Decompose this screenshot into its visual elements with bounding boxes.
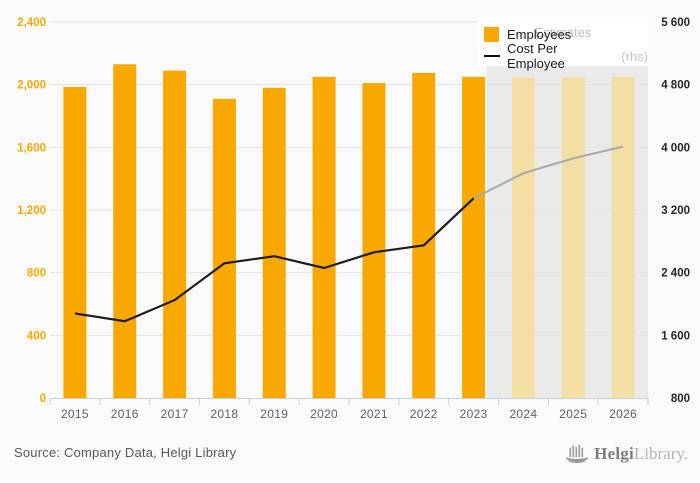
x-axis-label-2017: 2017: [161, 407, 189, 421]
source-text: Source: Company Data, Helgi Library: [14, 445, 237, 460]
legend-label-cost: Cost Per Employee: [507, 41, 565, 71]
bar-2024: [511, 77, 535, 398]
right-axis-tick-label: 1 600: [661, 330, 690, 342]
legend: Employees Cost Per Employee (rhs): [484, 24, 648, 71]
left-axis-tick-label: 400: [27, 330, 46, 342]
estimates-label: Estimates: [534, 26, 592, 40]
x-axis-label-2020: 2020: [310, 407, 338, 421]
bar-2019: [262, 87, 286, 399]
helgi-ship-icon: [566, 444, 589, 463]
left-axis-tick-label: 1,200: [17, 205, 46, 217]
bar-2023: [462, 76, 486, 398]
right-axis-tick-label: 4 800: [661, 80, 690, 92]
bar-2021: [362, 83, 386, 398]
legend-item-employees: Employees: [484, 24, 648, 44]
right-axis-tick-label: 2 400: [661, 268, 690, 280]
x-axis-label-2026: 2026: [609, 407, 637, 421]
x-axis-label-2018: 2018: [210, 407, 238, 421]
x-axis-label-2023: 2023: [460, 407, 488, 421]
bar-2026: [611, 76, 635, 398]
bar-2025: [561, 77, 585, 398]
bar-2016: [113, 64, 137, 399]
left-axis-tick-label: 800: [27, 268, 46, 280]
left-axis-tick-label: 1,600: [17, 142, 46, 154]
legend-label-rhs-suffix: (rhs): [621, 48, 648, 64]
x-axis-label-2021: 2021: [360, 407, 388, 421]
helgi-logo: Helgi Library.: [565, 443, 688, 465]
bar-2022: [412, 72, 436, 399]
footer: Source: Company Data, Helgi Library Helg…: [0, 437, 700, 483]
legend-item-cost-per-employee: Cost Per Employee (rhs): [484, 41, 648, 71]
logo-text-secondary: Library.: [633, 444, 688, 463]
bar-2020: [312, 76, 336, 398]
left-axis-tick-label: 2,400: [17, 17, 46, 29]
bar-2015: [63, 87, 87, 399]
bar-2017: [163, 70, 187, 399]
cost-line-actual: [74, 197, 475, 323]
employees-cost-chart: 0 400 800 1,200 1,600 2,000 2,400 800 1 600 2 400…: [17, 17, 690, 421]
legend-label-employees: Employees: [507, 26, 572, 42]
x-axis-label-2024: 2024: [509, 407, 537, 421]
left-axis-tick-label: 2,000: [17, 80, 46, 92]
x-axis-label-2022: 2022: [410, 407, 438, 421]
logo-text-primary: Helgi: [594, 444, 634, 463]
x-axis-label-2015: 2015: [61, 407, 89, 421]
cost-line-swatch-icon: [484, 54, 500, 58]
x-axis-label-2019: 2019: [260, 407, 288, 421]
employees-swatch-icon: [484, 26, 499, 42]
right-axis-tick-label: 800: [671, 393, 690, 405]
right-axis-tick-label: 4 000: [661, 142, 690, 154]
legend-background: [478, 18, 648, 66]
x-axis-label-2025: 2025: [559, 407, 587, 421]
right-axis-tick-label: 5 600: [661, 17, 690, 29]
bar-2018: [212, 98, 236, 399]
x-axis-label-2016: 2016: [111, 407, 139, 421]
left-axis-tick-label: 0: [40, 393, 46, 405]
right-axis-tick-label: 3 200: [661, 205, 690, 217]
cost-line-estimate: [473, 145, 624, 200]
